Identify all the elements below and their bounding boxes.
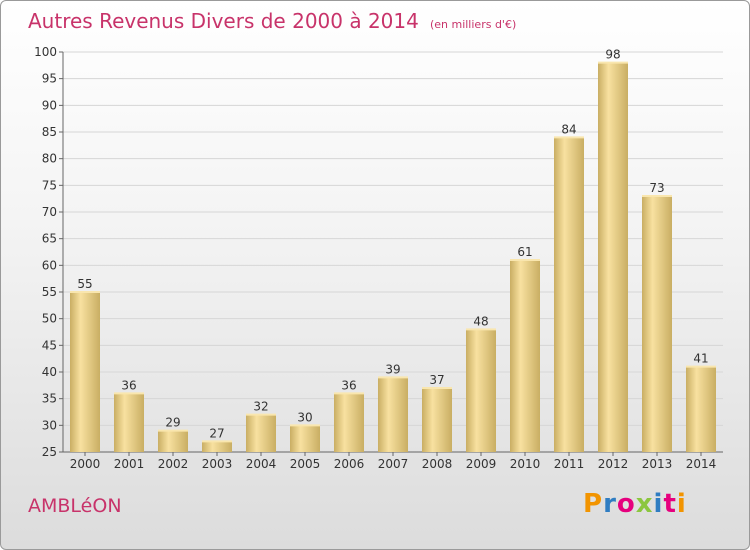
bar-value-label: 32 [253,400,268,414]
bar-value-label: 41 [693,352,708,366]
x-tick-label: 2000 [70,457,101,471]
bar-value-label: 39 [385,362,400,376]
proxiti-logo: Proxiti [583,489,687,519]
bar [554,137,584,453]
x-tick-label: 2003 [202,457,233,471]
logo-letter: r [603,489,617,519]
bar-value-label: 36 [121,378,136,392]
bar [510,260,540,452]
logo-letter: P [583,489,604,519]
bar-value-label: 61 [517,245,532,259]
x-tick-label: 2013 [642,457,673,471]
y-tick-label: 35 [42,392,57,406]
logo-letter: i [653,489,664,519]
logo-letter: i [676,489,687,519]
bar-value-label: 29 [165,416,180,430]
logo-letter: x [635,489,654,519]
y-tick-label: 60 [42,258,57,272]
chart-title: Autres Revenus Divers de 2000 à 2014 [28,9,419,33]
bar-value-label: 36 [341,378,356,392]
logo-letter: t [663,489,677,519]
bar-value-label: 27 [209,426,224,440]
x-tick-label: 2004 [246,457,277,471]
y-tick-label: 40 [42,365,57,379]
bar-value-label: 98 [605,48,620,62]
bar [334,393,364,452]
y-tick-label: 85 [42,125,57,139]
x-tick-label: 2010 [510,457,541,471]
x-tick-label: 2001 [114,457,145,471]
x-tick-label: 2009 [466,457,497,471]
bar [422,388,452,452]
bar [686,366,716,452]
x-tick-label: 2007 [378,457,409,471]
bar-value-label: 30 [297,410,312,424]
y-tick-label: 30 [42,418,57,432]
bar [642,196,672,452]
y-tick-label: 25 [42,445,57,459]
y-tick-label: 50 [42,312,57,326]
x-tick-label: 2008 [422,457,453,471]
y-tick-label: 95 [42,72,57,86]
x-tick-label: 2014 [686,457,717,471]
bar [378,377,408,452]
bar [158,430,188,452]
commune-name: AMBLéON [28,495,122,517]
x-tick-label: 2006 [334,457,365,471]
bar-value-label: 73 [649,181,664,195]
chart-subtitle: (en milliers d'€) [429,18,517,31]
x-tick-label: 2011 [554,457,585,471]
bar-value-label: 37 [429,373,444,387]
y-tick-label: 70 [42,205,57,219]
x-tick-label: 2005 [290,457,321,471]
logo-letter: o [616,489,636,519]
y-tick-label: 65 [42,232,57,246]
bar-value-label: 48 [473,314,488,328]
bar [466,329,496,452]
bar [114,393,144,452]
y-tick-label: 75 [42,178,57,192]
x-tick-label: 2012 [598,457,629,471]
bar [70,292,100,452]
bar-value-label: 84 [561,122,576,136]
y-tick-label: 80 [42,152,57,166]
y-tick-label: 100 [34,45,57,59]
y-tick-label: 55 [42,285,57,299]
chart-title-block: Autres Revenus Divers de 2000 à 2014 (en… [28,9,516,33]
bar-value-label: 55 [77,277,92,291]
bar [246,414,276,452]
y-tick-label: 90 [42,98,57,112]
bar [202,441,232,452]
x-tick-label: 2002 [158,457,189,471]
y-tick-label: 45 [42,338,57,352]
bar [598,62,628,453]
bar [290,425,320,452]
